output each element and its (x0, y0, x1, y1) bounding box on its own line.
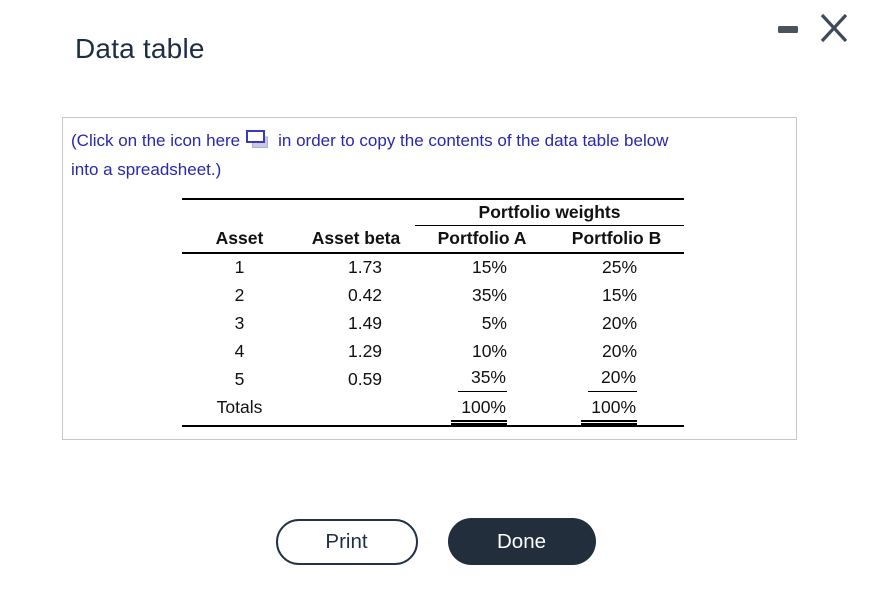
asset-number: 2 (234, 284, 245, 305)
page-title: Data table (75, 33, 205, 64)
column-header-asset-beta: Asset beta (297, 225, 415, 254)
asset-beta-value: 1.49 (347, 312, 383, 333)
copy-to-spreadsheet-icon[interactable] (246, 130, 269, 157)
table-group-header-row: Portfolio weights (182, 198, 685, 226)
instruction-before-icon: (Click on the icon here (71, 131, 241, 150)
group-header-spacer (182, 198, 415, 225)
asset-beta-value: 1.29 (347, 340, 383, 361)
portfolio-a-weight: 5% (481, 312, 507, 333)
close-icon[interactable] (820, 13, 848, 43)
asset-number: 4 (234, 340, 245, 361)
portfolio-a-weight: 10% (471, 340, 507, 361)
table-row: 4 1.29 10% 20% (182, 337, 684, 365)
asset-beta-value: 0.42 (347, 284, 383, 305)
totals-beta-empty (297, 393, 415, 427)
portfolio-weights-table: Portfolio weights Asset Asset beta Portf… (182, 198, 685, 427)
table-column-header-row: Asset Asset beta Portfolio A Portfolio B (182, 225, 685, 254)
asset-beta-value: 0.59 (347, 368, 383, 389)
instruction-line-2: into a spreadsheet.) (71, 160, 222, 179)
minimize-icon[interactable] (778, 26, 798, 33)
portfolio-a-weight: 35% (415, 365, 549, 393)
totals-row: Totals 100% 100% (182, 393, 685, 427)
asset-number: 1 (234, 257, 245, 277)
table-row: 5 0.59 35% 20% (182, 365, 684, 393)
portfolio-b-weight: 20% (601, 340, 638, 361)
table-row: 2 0.42 35% 15% (182, 281, 684, 309)
portfolio-b-weight: 20% (601, 312, 638, 333)
instruction-line-1: (Click on the icon here in order to copy… (71, 128, 668, 157)
asset-beta-value: 1.73 (347, 257, 383, 277)
portfolio-a-weight: 15% (471, 257, 507, 277)
portfolio-b-total: 100% (549, 393, 685, 427)
instruction-text: (Click on the icon here in order to copy… (71, 128, 668, 183)
asset-number: 3 (234, 312, 245, 333)
portfolio-a-weight: 35% (471, 284, 507, 305)
portfolio-b-weight: 25% (601, 257, 638, 277)
totals-label: Totals (182, 393, 297, 427)
portfolio-b-weight: 15% (601, 284, 638, 305)
dialog-buttons: Print Done (275, 518, 596, 565)
group-header-portfolio-weights: Portfolio weights (415, 198, 685, 226)
portfolio-a-total: 100% (415, 393, 549, 427)
asset-number: 5 (234, 368, 245, 389)
column-header-portfolio-b: Portfolio B (549, 225, 685, 254)
column-header-asset: Asset (182, 225, 297, 254)
print-button[interactable]: Print (275, 518, 418, 565)
instruction-after-icon: in order to copy the contents of the dat… (278, 131, 669, 150)
table-row: 3 1.49 5% 20% (182, 309, 684, 337)
done-button[interactable]: Done (447, 518, 596, 565)
data-table-panel: (Click on the icon here in order to copy… (62, 117, 797, 440)
column-header-portfolio-a: Portfolio A (415, 225, 549, 254)
table-row: 1 1.73 15% 25% (182, 253, 684, 281)
portfolio-b-weight: 20% (549, 365, 684, 393)
